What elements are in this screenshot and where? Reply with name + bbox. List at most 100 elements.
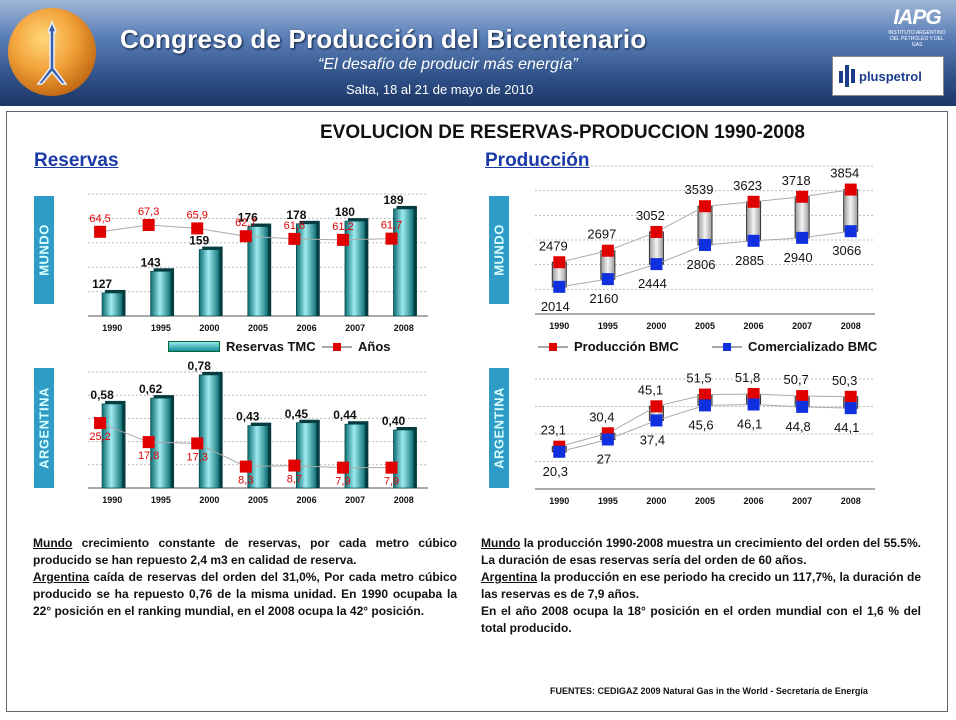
production-value-label: 2479 [539, 238, 568, 253]
text-left-argentina: Argentina caída de reservas del orden de… [33, 570, 457, 618]
bar [344, 220, 366, 317]
commercialized-marker [601, 273, 614, 286]
range-box [843, 189, 859, 232]
bar-value-label: 0,44 [333, 408, 357, 422]
bar-value-label: 189 [383, 193, 403, 207]
bar-value-label: 176 [238, 211, 258, 225]
chart-produccion-mundo: 1990 1995 2000 2005 2006 2007 2008 2479 2697 3052… [535, 165, 875, 331]
production-value-label: 3539 [685, 182, 714, 197]
text-right-mundo: Mundo la producción 1990-2008 muestra un… [481, 536, 921, 567]
commercialized-marker [844, 225, 857, 238]
production-value-label: 3854 [830, 166, 859, 181]
bar [198, 374, 220, 489]
x-tick-label: 2005 [248, 323, 268, 333]
bar [198, 249, 220, 317]
x-tick-label: 2007 [792, 321, 812, 331]
commercialized-marker [601, 433, 614, 446]
production-marker [747, 388, 760, 401]
x-tick-label: 1990 [549, 321, 569, 331]
commercialized-marker [796, 231, 809, 244]
legend-swatch-blue-icon [712, 342, 742, 351]
text-left: Mundo crecimiento constante de reservas,… [33, 535, 457, 620]
x-tick-label: 2007 [345, 323, 365, 333]
commercialized-value-label: 2885 [735, 253, 764, 268]
years-value-label: 17,8 [138, 450, 159, 462]
bar-value-label: 0,62 [139, 382, 163, 396]
production-value-label: 45,1 [638, 382, 663, 397]
years-value-label: 8,3 [238, 475, 253, 487]
pluspetrol-text: pluspetrol [859, 69, 922, 84]
x-tick-label: 2005 [695, 321, 715, 331]
bar [101, 292, 123, 317]
header-title: Congreso de Producción del Bicentenario [120, 24, 647, 54]
x-tick-label: 2005 [695, 496, 715, 506]
commercialized-value-label: 2014 [541, 299, 570, 314]
production-value-label: 3052 [636, 208, 665, 223]
bar [247, 226, 269, 317]
legend-item-comercializado-bmc: Comercializado BMC [712, 339, 877, 354]
commercialized-marker [699, 238, 711, 251]
production-marker [553, 256, 566, 269]
page-title: EVOLUCION DE RESERVAS-PRODUCCION 1990-20… [320, 122, 805, 143]
bar-value-label: 0,40 [382, 414, 406, 428]
chart-reservas-mundo: 127 1990 143 1995 159 2000 176 2005 178 2006 180 20… [88, 193, 428, 333]
x-tick-label: 2007 [792, 496, 812, 506]
commercialized-marker [650, 258, 663, 271]
production-value-label: 3623 [733, 178, 762, 193]
x-tick-label: 2006 [744, 496, 764, 506]
production-value-label: 2697 [587, 227, 616, 242]
years-marker [336, 461, 349, 474]
years-marker [288, 232, 301, 245]
bar [296, 422, 318, 489]
years-value-label: 62,7 [235, 217, 256, 229]
years-marker [385, 461, 398, 474]
commercialized-value-label: 2806 [687, 257, 716, 272]
bar-value-label: 143 [141, 255, 161, 269]
x-tick-label: 2006 [744, 321, 764, 331]
bar-value-label: 0,78 [188, 359, 212, 373]
iapg-logo: IAPG INSTITUTO ARGENTINO DEL PETRÓLEO Y … [886, 6, 948, 48]
text-right: Mundo la producción 1990-2008 muestra un… [481, 535, 921, 637]
production-marker [796, 390, 809, 403]
production-value-label: 30,4 [589, 409, 614, 424]
commercialized-marker [650, 414, 663, 427]
x-tick-label: 2008 [394, 323, 414, 333]
bar-value-label: 178 [286, 208, 306, 222]
commercialized-value-label: 2160 [589, 291, 618, 306]
commercialized-value-label: 46,1 [737, 416, 762, 431]
x-tick-label: 2005 [248, 495, 268, 505]
text-right-ranking: En el año 2008 ocupa la 18° posición en … [481, 604, 921, 635]
years-value-label: 8,7 [287, 474, 302, 486]
bar-value-label: 0,43 [236, 410, 260, 424]
x-tick-label: 2006 [297, 495, 317, 505]
x-tick-label: 1990 [102, 495, 122, 505]
years-value-label: 61,6 [284, 220, 305, 232]
x-tick-label: 2006 [297, 323, 317, 333]
range-box [794, 196, 810, 239]
commercialized-value-label: 3066 [832, 243, 861, 258]
bar [101, 403, 123, 489]
years-marker [336, 233, 349, 246]
years-marker [239, 460, 252, 473]
production-value-label: 23,1 [541, 423, 566, 438]
x-tick-label: 2000 [199, 495, 219, 505]
header-subtitle: “El desafío de producir más energía” [318, 56, 578, 73]
production-marker [650, 225, 663, 238]
years-marker [239, 230, 252, 243]
x-tick-label: 2000 [646, 321, 666, 331]
vlabel-argentina-reservas: ARGENTINA [34, 368, 54, 488]
bar [393, 208, 415, 317]
content-frame [6, 111, 948, 712]
commercialized-marker [796, 400, 809, 413]
production-value-label: 51,5 [686, 371, 711, 386]
years-value-label: 7,9 [335, 476, 350, 488]
production-marker [699, 200, 711, 213]
commercialized-marker [747, 398, 760, 411]
years-value-label: 17,3 [187, 451, 208, 463]
x-tick-label: 1990 [549, 496, 569, 506]
years-value-label: 67,3 [138, 206, 159, 218]
x-tick-label: 2007 [345, 495, 365, 505]
iapg-logo-caption: INSTITUTO ARGENTINO DEL PETRÓLEO Y DEL G… [888, 30, 946, 48]
legend-item-reservas-tmc: Reservas TMC [168, 339, 316, 354]
vlabel-mundo-produccion: MUNDO [489, 196, 509, 304]
